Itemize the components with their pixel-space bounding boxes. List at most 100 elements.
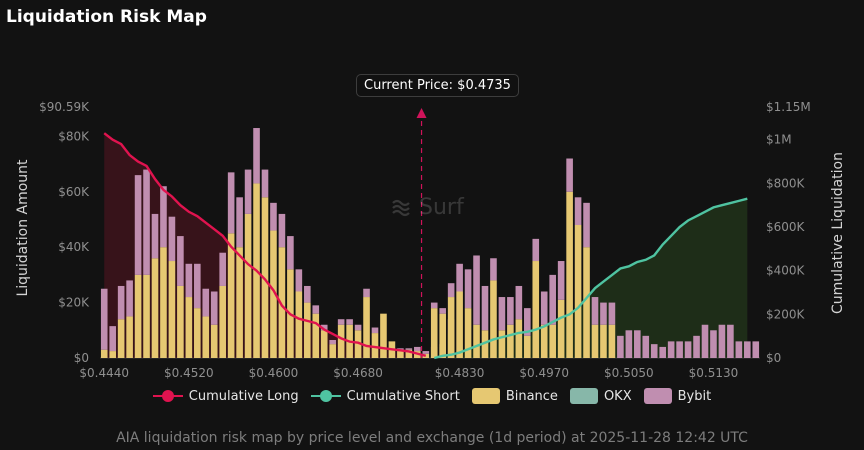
x-tick-label: $0.4600 — [249, 366, 299, 380]
legend-okx[interactable]: OKX — [569, 388, 632, 404]
y2-axis-title: Cumulative Liquidation — [830, 152, 846, 314]
bar-binance — [524, 335, 531, 358]
legend-marker — [152, 390, 183, 402]
surf-logo-icon — [392, 199, 410, 216]
legend-label: OKX — [603, 388, 632, 404]
y2-tick-label: $1M — [766, 133, 792, 147]
bar-bybit — [134, 175, 142, 275]
bar-bybit — [100, 288, 108, 350]
current-price-label: Current Price: $0.4735 — [356, 74, 519, 97]
bar-binance — [574, 225, 582, 358]
bar-bybit — [304, 285, 311, 303]
bar-binance — [151, 258, 159, 358]
x-tick-label: $0.5130 — [689, 366, 739, 380]
bar-bybit — [574, 197, 582, 226]
y-tick-label: $60K — [58, 185, 90, 199]
bar-bybit — [447, 283, 455, 298]
x-tick-label: $0.5050 — [604, 366, 654, 380]
bar-binance — [380, 313, 387, 358]
bar-bybit — [287, 236, 294, 270]
bar-bybit — [185, 263, 193, 298]
chart-caption: AIA liquidation risk map by price level … — [116, 430, 748, 446]
bar-binance — [515, 319, 523, 358]
bar-bybit — [735, 341, 743, 358]
bar-bybit — [524, 308, 531, 336]
y2-tick-label: $600K — [766, 220, 806, 234]
bar-bybit — [244, 169, 252, 214]
legend-label: Cumulative Long — [188, 388, 299, 404]
bar-bybit — [439, 308, 446, 314]
bar-bybit — [473, 255, 480, 325]
bar-binance — [498, 330, 506, 358]
bar-bybit — [710, 330, 717, 358]
bar-bybit — [490, 258, 497, 281]
bar-binance — [363, 297, 370, 358]
bar-binance — [117, 319, 125, 358]
bar-bybit — [126, 280, 133, 317]
y2-tick-label: $1.15M — [766, 100, 811, 114]
bar-binance — [210, 324, 218, 358]
bar-binance — [329, 344, 336, 358]
bar-bybit — [236, 197, 243, 248]
bar-bybit — [261, 169, 269, 198]
bar-bybit — [354, 324, 362, 331]
bar-bybit — [253, 128, 260, 184]
bar-bybit — [693, 335, 700, 358]
bar-bybit — [727, 324, 734, 358]
bar-bybit — [371, 327, 379, 334]
bar-binance — [304, 302, 311, 358]
legend-label: Binance — [505, 388, 558, 404]
bar-bybit — [515, 285, 523, 320]
bar-bybit — [752, 341, 760, 358]
bar-binance — [490, 280, 497, 358]
bar-bybit — [143, 169, 150, 275]
legend-marker — [310, 390, 341, 402]
bar-binance — [109, 351, 116, 358]
bar-bybit — [684, 341, 692, 358]
bar-bybit — [625, 330, 633, 358]
bar-binance — [160, 247, 167, 358]
legend-binance[interactable]: Binance — [471, 388, 558, 404]
bar-binance — [126, 316, 133, 358]
bar-binance — [168, 261, 176, 358]
y-tick-label: $20K — [58, 296, 90, 310]
legend-label: Cumulative Short — [346, 388, 460, 404]
cumulative-short-area — [434, 198, 748, 358]
bar-binance — [100, 349, 108, 358]
bar-binance — [456, 291, 463, 358]
chart-title: Liquidation Risk Map — [6, 7, 207, 27]
bar-bybit — [194, 263, 201, 309]
bar-bybit — [295, 269, 303, 292]
bar-bybit — [151, 213, 159, 259]
bar-bybit — [278, 213, 286, 248]
bar-binance — [422, 353, 430, 358]
bar-bybit — [337, 319, 345, 325]
bar-binance — [473, 324, 480, 358]
x-tick-label: $0.4520 — [164, 366, 214, 380]
legend-marker — [471, 388, 500, 404]
bar-binance — [583, 247, 590, 358]
legend-cumulative-long[interactable]: Cumulative Long — [152, 388, 299, 404]
legend-bybit[interactable]: Bybit — [643, 388, 711, 404]
bar-bybit — [414, 346, 421, 352]
bar-bybit — [676, 341, 683, 358]
bar-binance — [227, 233, 235, 358]
bar-binance — [481, 330, 489, 358]
bar-bybit — [430, 302, 438, 309]
bar-bybit — [701, 324, 709, 358]
bar-bybit — [583, 202, 590, 248]
cumulative-areas — [104, 133, 748, 358]
bar-binance — [194, 308, 201, 358]
current-price-line — [416, 108, 427, 358]
legend-cumulative-short[interactable]: Cumulative Short — [310, 388, 460, 404]
bar-bybit — [667, 341, 675, 358]
bar-binance — [371, 333, 379, 358]
y2-tick-label: $800K — [766, 176, 806, 190]
bar-binance — [337, 324, 345, 358]
bar-bybit — [481, 285, 489, 331]
bar-binance — [177, 285, 184, 358]
bar-bybit — [456, 263, 463, 292]
bar-bybit — [210, 291, 218, 325]
bar-binance — [202, 316, 210, 358]
bar-binance — [270, 230, 277, 358]
